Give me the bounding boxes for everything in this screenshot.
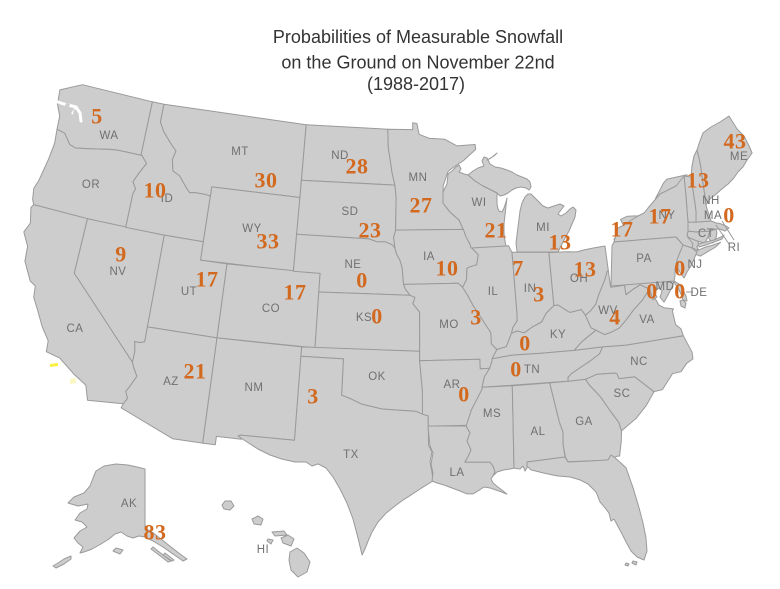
svg-text:SC: SC [614,388,631,400]
svg-text:NM: NM [245,382,264,394]
svg-text:0: 0 [674,256,686,281]
svg-text:NH: NH [702,195,720,207]
svg-text:PA: PA [636,253,652,265]
svg-text:MS: MS [483,408,501,420]
svg-text:OK: OK [368,371,386,383]
svg-text:13: 13 [574,257,597,282]
svg-text:7: 7 [512,256,524,281]
svg-text:0: 0 [510,357,522,382]
svg-text:4: 4 [609,305,621,330]
svg-text:AZ: AZ [163,376,179,388]
svg-text:AR: AR [444,379,461,391]
svg-text:NY: NY [659,210,676,222]
svg-text:17: 17 [649,204,672,229]
svg-text:13: 13 [687,168,710,193]
svg-text:17: 17 [611,217,634,242]
svg-text:HI: HI [257,544,270,556]
svg-text:IL: IL [488,286,499,298]
svg-text:AK: AK [121,498,137,510]
svg-text:ID: ID [161,193,174,205]
svg-text:0: 0 [356,268,368,293]
svg-text:CT: CT [698,228,714,240]
svg-text:LA: LA [449,467,464,479]
svg-text:TN: TN [524,364,540,376]
svg-text:NC: NC [630,356,648,368]
svg-text:3: 3 [533,282,545,307]
svg-text:TX: TX [343,449,359,461]
svg-text:NE: NE [345,259,362,271]
svg-text:MN: MN [409,172,428,184]
svg-text:UT: UT [181,286,197,298]
svg-text:ND: ND [331,150,349,162]
svg-text:MT: MT [231,146,249,158]
svg-text:VA: VA [639,314,655,326]
svg-text:0: 0 [519,331,531,356]
svg-text:KY: KY [550,329,566,341]
svg-text:0: 0 [674,279,686,304]
svg-text:33: 33 [257,229,280,254]
svg-text:WI: WI [471,197,486,209]
svg-text:IN: IN [524,283,537,295]
svg-text:9: 9 [115,242,127,267]
svg-text:3: 3 [470,305,482,330]
svg-text:17: 17 [284,280,307,305]
svg-text:WA: WA [99,130,118,142]
svg-text:GA: GA [575,416,593,428]
svg-text:MA: MA [704,210,722,222]
svg-text:MD: MD [656,281,675,293]
svg-text:23: 23 [359,218,382,243]
svg-text:27: 27 [410,193,433,218]
svg-text:3: 3 [307,384,319,409]
svg-text:DE: DE [691,287,708,299]
svg-text:43: 43 [724,129,747,154]
svg-text:OR: OR [82,179,100,191]
svg-text:0: 0 [723,203,735,228]
svg-text:NV: NV [110,266,127,278]
svg-text:NJ: NJ [687,259,702,271]
svg-text:CO: CO [262,303,280,315]
svg-text:MO: MO [439,319,459,331]
svg-text:5: 5 [91,104,103,129]
svg-text:SD: SD [342,206,359,218]
svg-text:IA: IA [423,251,435,263]
svg-text:(1988-2017): (1988-2017) [367,74,465,94]
svg-text:0: 0 [458,382,470,407]
svg-text:13: 13 [549,230,572,255]
svg-text:OH: OH [570,273,588,285]
svg-text:10: 10 [144,178,167,203]
svg-text:RI: RI [728,242,741,254]
svg-text:ME: ME [730,151,748,163]
svg-text:WV: WV [598,305,618,317]
svg-text:30: 30 [255,168,278,193]
svg-text:0: 0 [371,304,383,329]
svg-text:21: 21 [485,218,508,243]
svg-text:on the Ground on November 22nd: on the Ground on November 22nd [281,53,554,73]
svg-text:WY: WY [242,223,262,235]
svg-text:83: 83 [144,520,167,545]
svg-text:KS: KS [356,312,372,324]
svg-text:21: 21 [184,359,207,384]
svg-text:17: 17 [196,267,219,292]
svg-text:CA: CA [67,323,84,335]
svg-text:10: 10 [436,256,459,281]
svg-text:Probabilities of Measurable Sn: Probabilities of Measurable Snowfall [273,27,563,47]
svg-text:AL: AL [530,426,545,438]
svg-text:MI: MI [536,222,550,234]
svg-text:0: 0 [646,279,658,304]
svg-text:28: 28 [346,154,369,179]
